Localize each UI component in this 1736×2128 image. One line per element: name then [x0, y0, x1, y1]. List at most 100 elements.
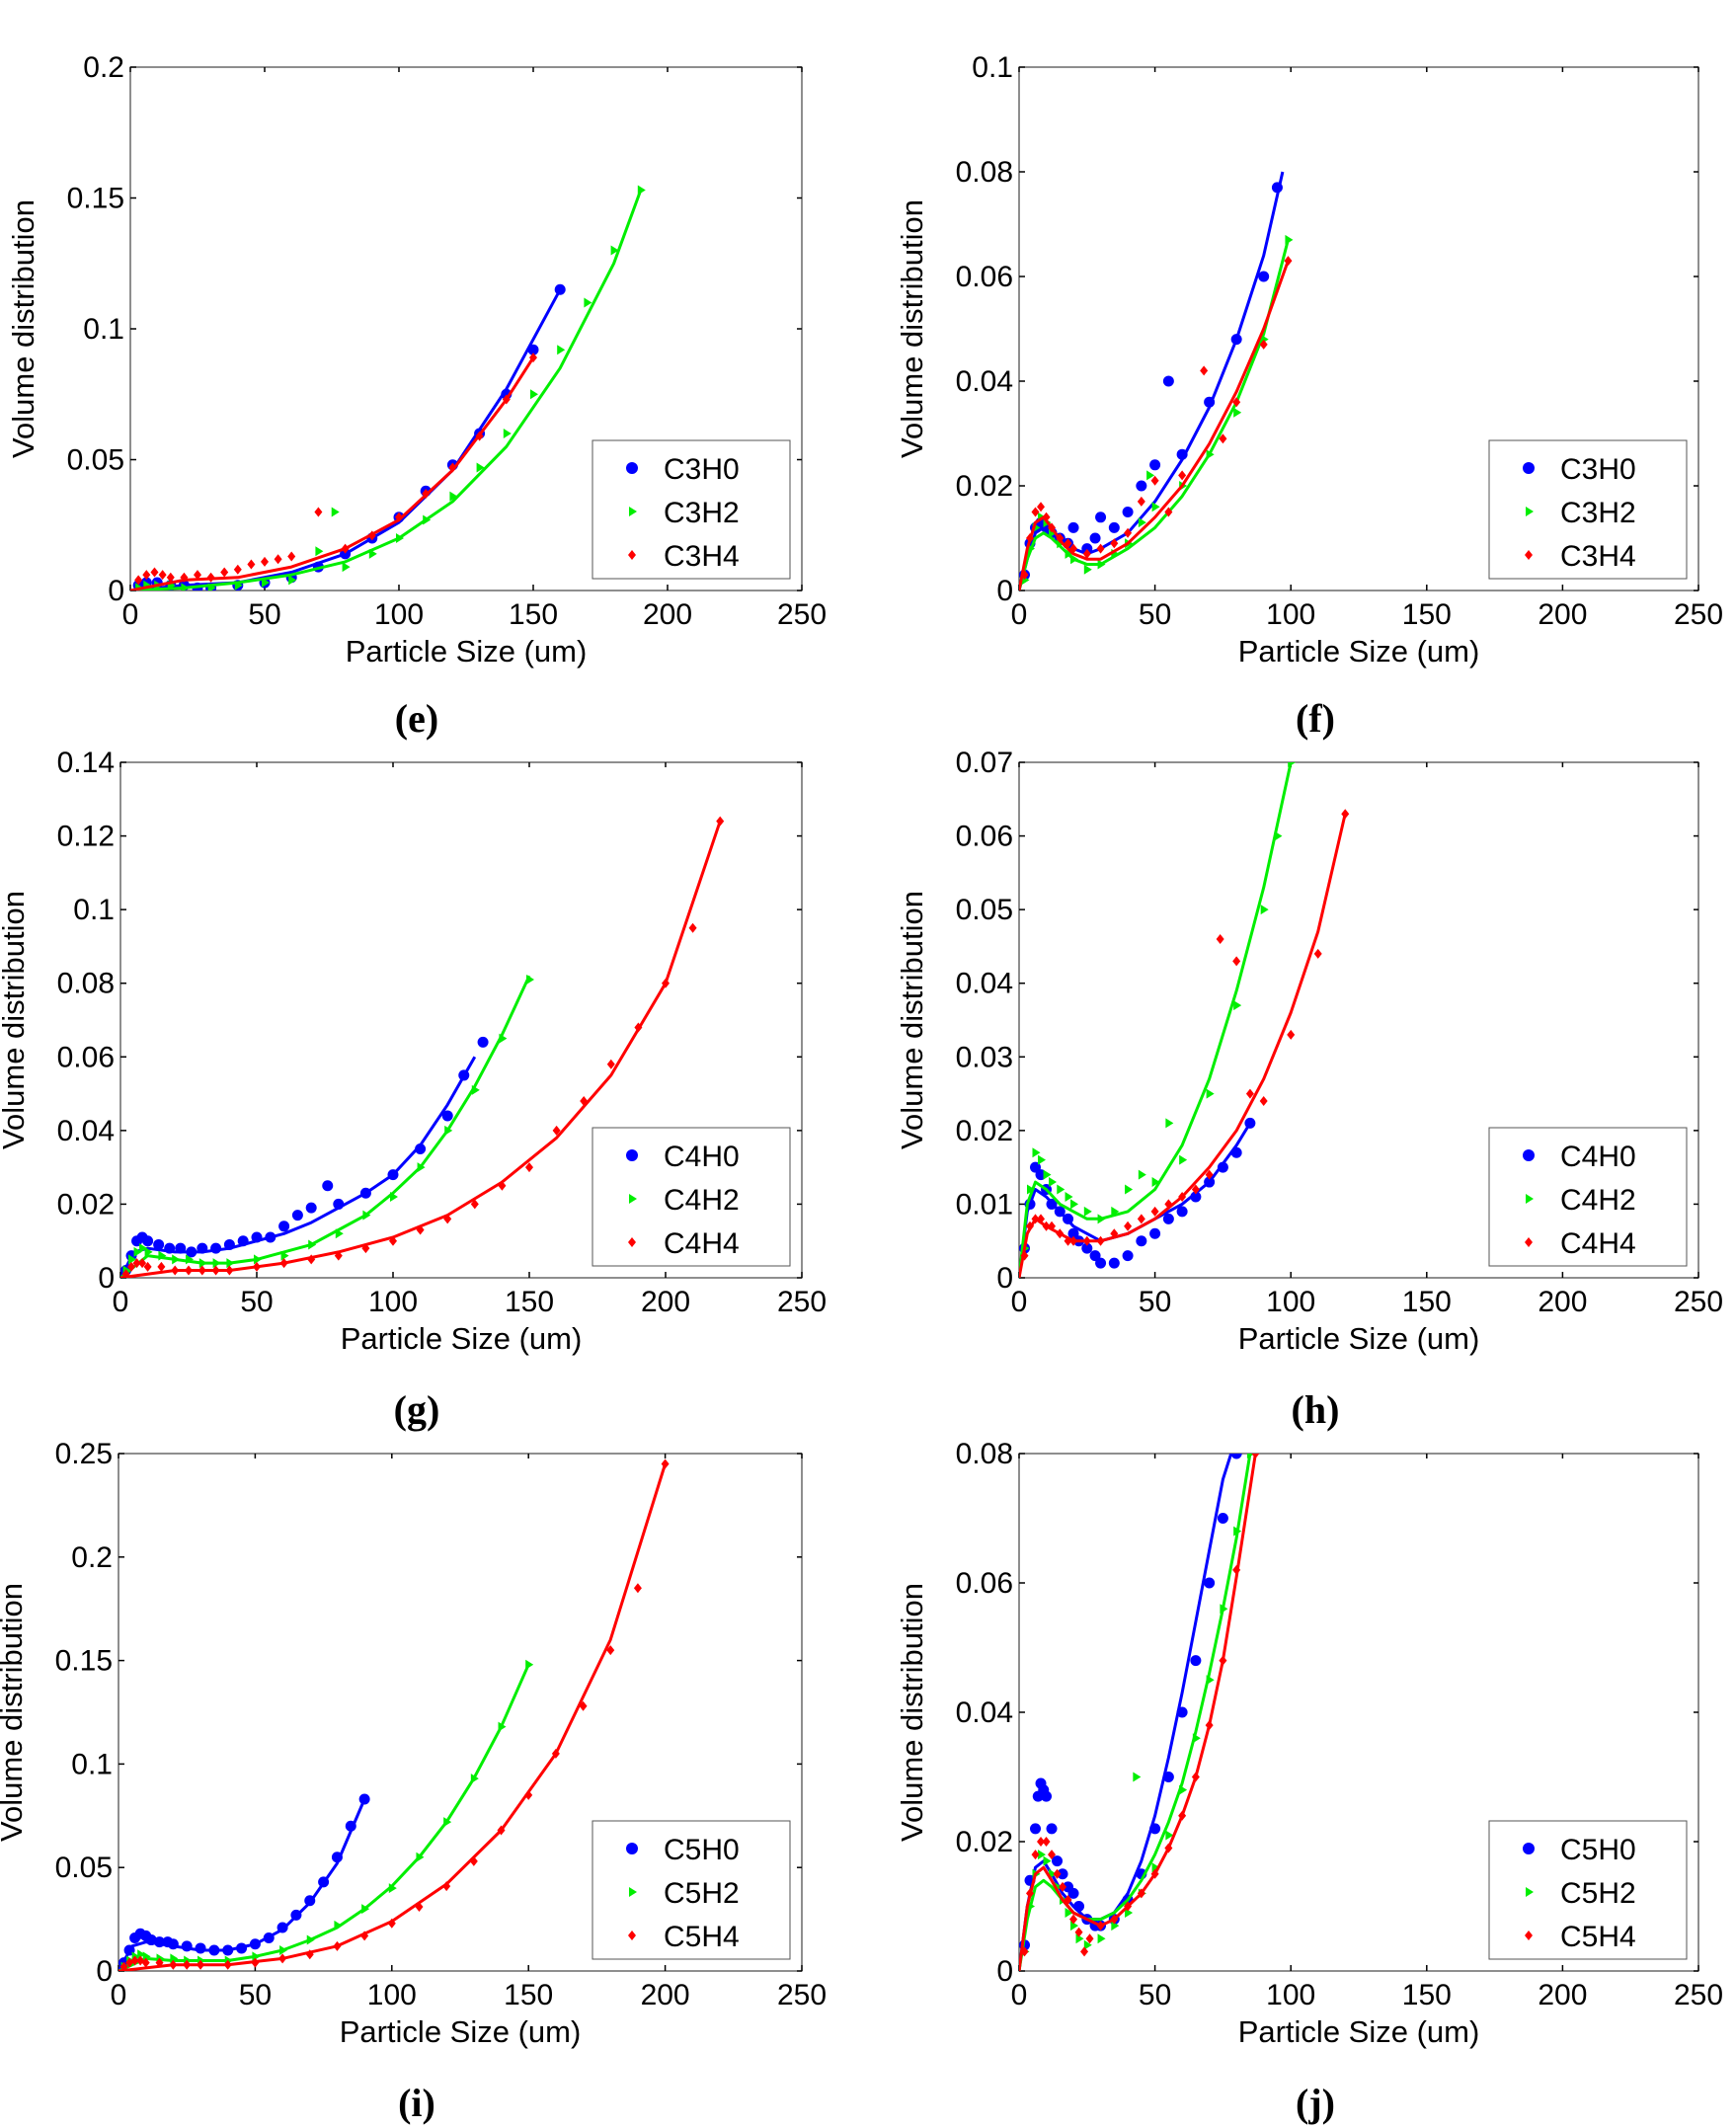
point-c4h2	[526, 974, 534, 985]
point-c3h0	[340, 548, 352, 560]
point-c3h2	[530, 389, 538, 400]
legend-label-c3h2: C3H2	[1560, 497, 1636, 529]
point-c5h4	[130, 1955, 139, 1966]
y-tick-label-h: 0.04	[956, 968, 1013, 1000]
y-tick-label-f: 0.08	[956, 156, 1013, 189]
point-c3h2	[288, 575, 297, 586]
point-c3h0	[1122, 507, 1134, 517]
point-c5h4	[183, 1959, 192, 1970]
point-c5h4	[1059, 1881, 1067, 1892]
legend-label-c4h0: C4H0	[1560, 1141, 1636, 1173]
x-tick-label-f: 50	[1139, 598, 1171, 631]
point-c4h4	[171, 1265, 180, 1276]
point-c3h4	[287, 551, 296, 562]
x-tick-label-f: 250	[1674, 598, 1723, 631]
point-c3h4	[158, 570, 167, 581]
point-c5h4	[223, 1959, 232, 1970]
point-c3h0	[1176, 448, 1188, 460]
y-tick-label-g: 0.14	[57, 747, 115, 779]
point-c3h4	[1200, 365, 1209, 376]
y-axis-label-g: Volume distribution	[0, 891, 31, 1149]
point-c3h4	[1020, 570, 1029, 581]
point-c4h4	[498, 1180, 507, 1191]
x-tick-label-g: 150	[505, 1286, 554, 1318]
point-c3h4	[180, 572, 189, 583]
legend-marker-c3h2	[1526, 507, 1534, 516]
point-c5h4	[155, 1957, 164, 1968]
point-c5h2	[1065, 1908, 1073, 1919]
point-c4h0	[458, 1069, 470, 1081]
x-tick-label-j: 150	[1402, 1979, 1452, 2011]
point-c4h2	[1097, 1214, 1106, 1224]
legend-marker-c3h4	[628, 550, 636, 560]
point-c3h4	[1232, 397, 1241, 408]
point-c5h4	[442, 1881, 451, 1892]
legend-box-g	[592, 1127, 791, 1267]
point-c4h4	[1037, 1214, 1046, 1224]
legend-marker-c4h4	[628, 1237, 636, 1247]
point-c5h4	[1080, 1946, 1089, 1957]
point-c4h2	[1274, 830, 1283, 841]
point-c4h4	[225, 1265, 234, 1276]
x-tick-label-e: 100	[374, 598, 424, 631]
point-c3h4	[1259, 339, 1268, 350]
y-tick-label-g: 0.08	[57, 968, 115, 1000]
y-tick-label-g: 0.02	[57, 1188, 115, 1221]
point-c5h0	[345, 1820, 356, 1832]
point-c4h4	[143, 1261, 152, 1272]
point-c3h4	[1037, 502, 1046, 512]
point-c3h4	[247, 559, 256, 570]
point-c4h0	[1081, 1242, 1093, 1254]
point-c5h0	[1176, 1706, 1188, 1718]
point-c4h2	[335, 1228, 344, 1239]
y-tick-label-g: 0.1	[73, 894, 115, 926]
point-c3h0	[1108, 521, 1120, 533]
point-c3h4	[529, 353, 537, 363]
chart-panel-g: 0 50 100 150 200 250 0 0.02 0.04 0.06 0.08 0.1 0.12 0…	[0, 747, 827, 1356]
point-c4h4	[1313, 948, 1322, 959]
point-c5h2	[1133, 1772, 1142, 1782]
point-c3h0	[1089, 532, 1101, 544]
point-c3h4	[1219, 433, 1227, 444]
point-c5h0	[1073, 1901, 1085, 1912]
point-c5h0	[249, 1938, 261, 1950]
x-tick-label-i: 200	[641, 1979, 690, 2011]
point-c5h0	[1230, 1454, 1242, 1459]
point-c5h0	[167, 1938, 179, 1950]
x-tick-label-f: 100	[1266, 598, 1315, 631]
point-c4h2	[1043, 1169, 1052, 1180]
chart-panel-i: 0 50 100 150 200 250 0 0.05 0.1 0.15 0.2 0.25 Partic…	[0, 1438, 827, 2049]
legend-label-c5h0: C5H0	[664, 1834, 740, 1866]
caption-i: (i)	[398, 2081, 435, 2125]
legend-box-f	[1488, 439, 1688, 580]
point-c3h0	[1136, 480, 1147, 492]
point-c4h4	[389, 1235, 397, 1246]
point-c4h4	[361, 1243, 370, 1254]
point-c5h2	[1083, 1939, 1092, 1950]
point-c5h0	[154, 1936, 166, 1948]
y-axis-label-j: Volume distribution	[895, 1583, 929, 1842]
point-c5h4	[1232, 1564, 1241, 1575]
x-tick-label-e: 150	[509, 598, 558, 631]
fit-line-c3h4	[1019, 260, 1290, 591]
point-c4h2	[212, 1258, 221, 1269]
point-c4h2	[158, 1250, 167, 1261]
x-axis-label-g: Particle Size (um)	[341, 1321, 583, 1356]
point-c5h4	[141, 1957, 150, 1968]
point-c5h0	[290, 1909, 302, 1921]
x-tick-label-j: 100	[1266, 1979, 1315, 2011]
point-c4h0	[1230, 1146, 1242, 1158]
point-c3h2	[637, 185, 646, 196]
point-c4h4	[580, 1096, 589, 1107]
y-tick-label-h: 0.02	[956, 1115, 1013, 1147]
point-c4h4	[253, 1261, 261, 1272]
point-c5h4	[1085, 1933, 1094, 1944]
x-tick-label-h: 0	[1011, 1286, 1028, 1318]
fit-line-c4h0	[1019, 1122, 1252, 1278]
point-c4h2	[1125, 1184, 1134, 1195]
point-c3h4	[502, 394, 511, 405]
point-c3h2	[1233, 407, 1242, 418]
x-tick-label-j: 250	[1674, 1979, 1723, 2011]
point-c4h2	[1165, 1118, 1174, 1129]
point-c4h4	[121, 1269, 130, 1278]
